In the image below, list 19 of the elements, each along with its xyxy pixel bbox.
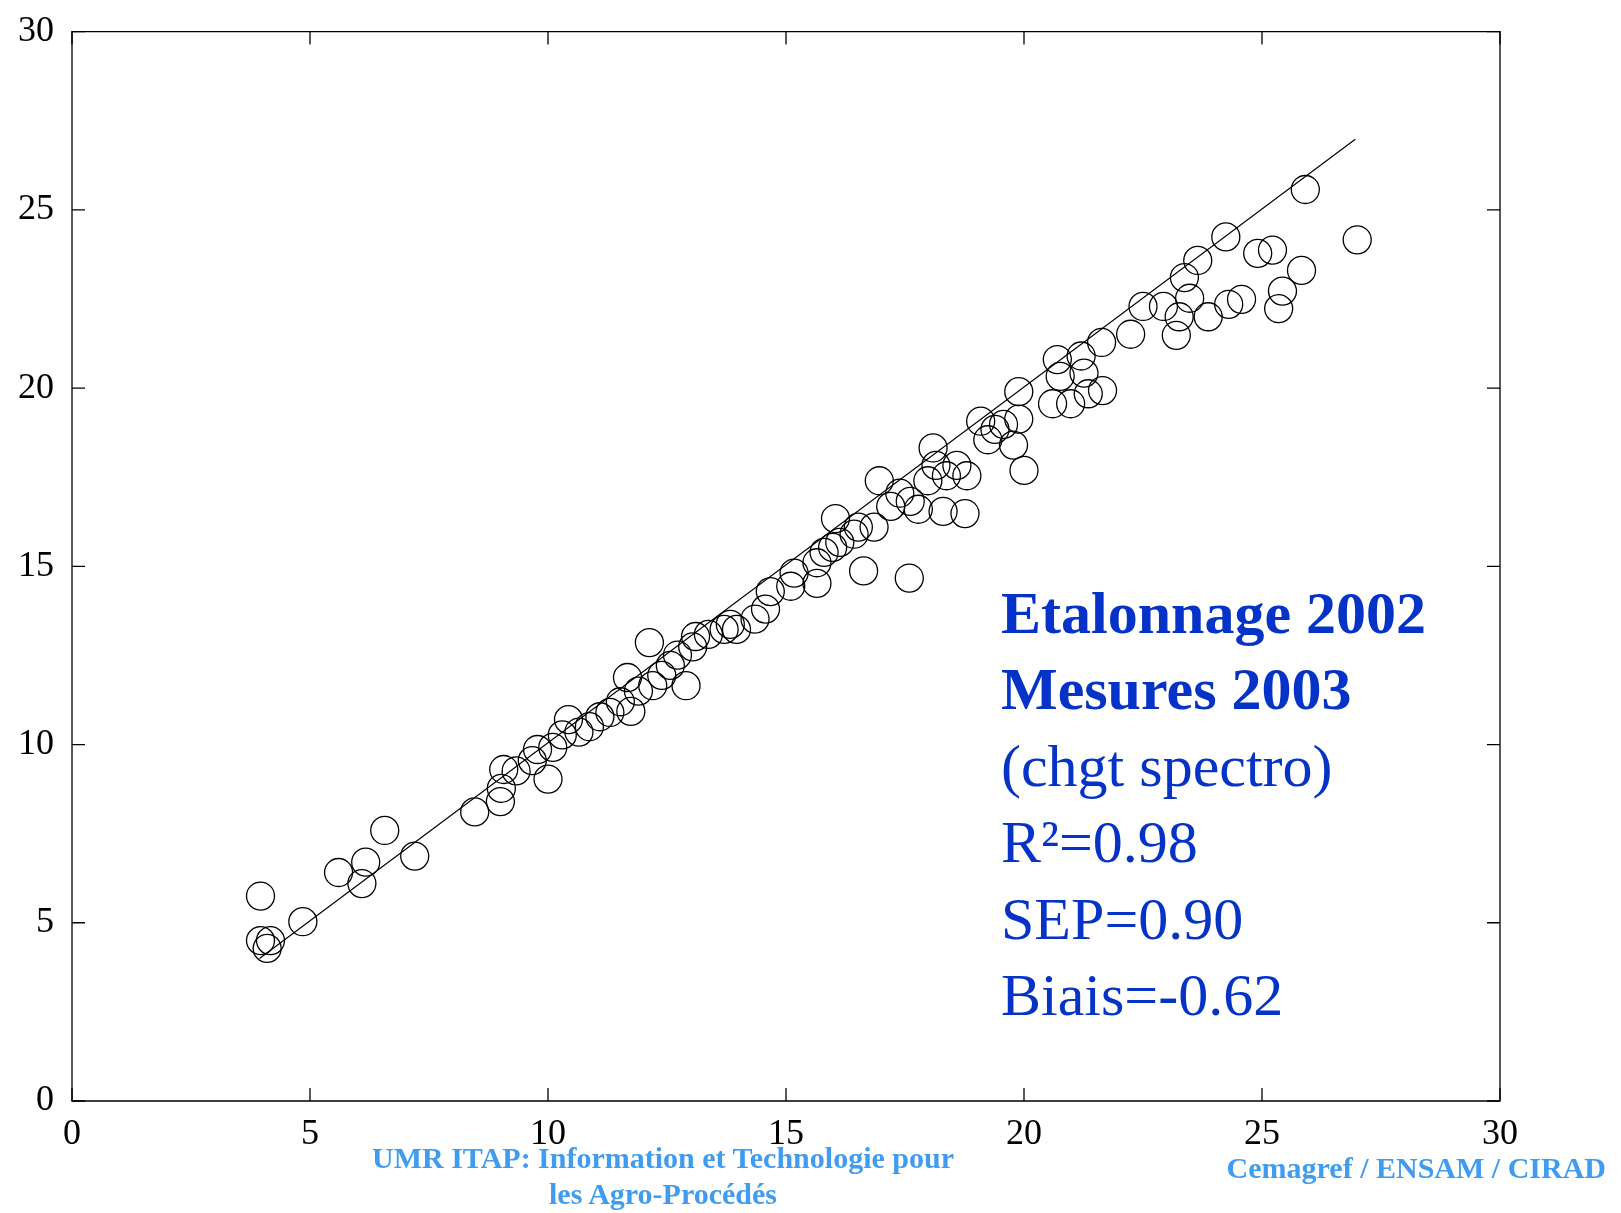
annotation: Etalonnage 2002 <box>1001 579 1427 646</box>
annotation: Mesures 2003 <box>1001 656 1352 722</box>
annotation: R²=0.98 <box>1001 809 1198 876</box>
x-tick-label: 30 <box>1482 1112 1518 1153</box>
y-tick-label: 15 <box>18 543 54 584</box>
annotation: SEP=0.90 <box>1001 885 1244 952</box>
x-tick-label: 20 <box>1006 1112 1042 1153</box>
y-tick-label: 0 <box>36 1078 54 1119</box>
y-tick-label: 30 <box>18 9 54 50</box>
annotation: Biais=-0.62 <box>1001 962 1284 1029</box>
y-tick-label: 20 <box>18 365 54 406</box>
y-tick-label: 5 <box>36 900 54 941</box>
x-tick-label: 25 <box>1244 1112 1280 1153</box>
y-tick-label: 25 <box>18 187 54 228</box>
text: Cemagref / ENSAM / CIRAD <box>1226 1150 1606 1184</box>
y-tick-label: 10 <box>18 721 54 762</box>
x-tick-label: 0 <box>63 1112 81 1153</box>
annotation: (chgt spectro) <box>1001 732 1333 799</box>
x-tick-label: 5 <box>301 1112 319 1153</box>
